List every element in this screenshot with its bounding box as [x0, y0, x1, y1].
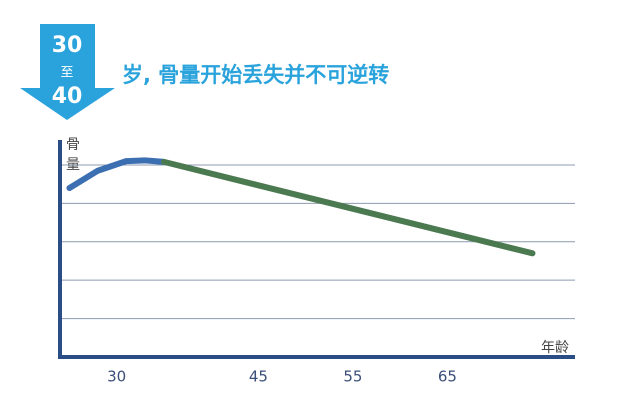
- y-axis-label: 骨量: [66, 137, 80, 173]
- x-tick-label: 30: [107, 368, 126, 386]
- badge-box: [40, 24, 95, 94]
- y-axis-label-char: 骨: [66, 137, 80, 153]
- badge-to: 40: [52, 84, 83, 109]
- badge-arrow: [20, 88, 115, 120]
- data-line: [160, 158, 536, 257]
- title: 岁, 骨量开始丢失并不可逆转: [122, 63, 389, 87]
- data-line: [66, 157, 167, 192]
- x-tick-label: 55: [343, 368, 362, 386]
- badge-connector: 至: [60, 66, 73, 81]
- badge-from: 30: [52, 33, 83, 58]
- x-axis-label: 年龄: [541, 340, 569, 356]
- x-tick-label: 45: [249, 368, 268, 386]
- x-tick-label: 65: [438, 368, 457, 386]
- axis-lines: [58, 140, 575, 359]
